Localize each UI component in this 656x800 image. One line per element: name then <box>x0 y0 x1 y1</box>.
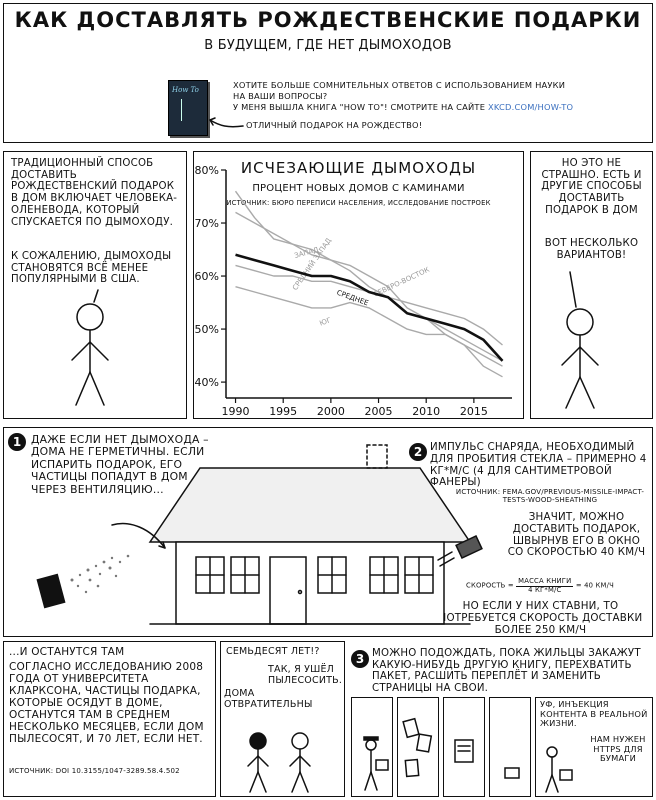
step-1-number: 1 <box>12 435 22 449</box>
dialog-line-1: СЕМЬДЕСЯТ ЛЕТ!? <box>226 646 320 657</box>
intro-text-1: ТРАДИЦИОННЫЙ СПОСОБ ДОСТАВИТЬ РОЖДЕСТВЕН… <box>11 158 178 228</box>
particles-source: ИСТОЧНИК: DOI 10.3155/1047-3289.58.4.502 <box>9 767 180 775</box>
step-3-text: МОЖНО ПОДОЖДАТЬ, ПОКА ЖИЛЬЦЫ ЗАКАЖУТ КАК… <box>372 648 641 695</box>
particles-panel <box>3 641 216 797</box>
dialog-line-2: ДОМА ОТВРАТИТЕЛЬНЫ <box>224 688 313 710</box>
options-text-2: ВОТ НЕСКОЛЬКО ВАРИАНТОВ! <box>544 238 639 261</box>
formula-right: = 40 КМ/Ч <box>575 581 614 590</box>
step-3-number: 3 <box>355 652 365 666</box>
particles-text: СОГЛАСНО ИССЛЕДОВАНИЮ 2008 ГОДА ОТ УНИВЕ… <box>9 661 204 746</box>
step3-panel-3 <box>443 697 485 797</box>
promo-caption: ОТЛИЧНЫЙ ПОДАРОК НА РОЖДЕСТВО! <box>246 120 423 130</box>
step3-panel-1 <box>351 697 393 797</box>
promo-line-3: У МЕНЯ ВЫШЛА КНИГА "HOW TO"! СМОТРИТЕ НА… <box>233 102 574 113</box>
step-2-text-b: ЗНАЧИТ, МОЖНО ДОСТАВИТЬ ПОДАРОК, ШВЫРНУВ… <box>507 511 646 559</box>
intro-text-2: К СОЖАЛЕНИЮ, ДЫМОХОДЫ СТАНОВЯТСЯ ВСЁ МЕН… <box>11 251 172 286</box>
chart-source: ИСТОЧНИК: БЮРО ПЕРЕПИСИ НАСЕЛЕНИЯ, ИССЛЕ… <box>226 199 491 207</box>
step3-panel-2 <box>397 697 439 797</box>
step-3-last-b: НАМ НУЖЕН HTTPS ДЛЯ БУМАГИ <box>590 734 646 764</box>
step-2-text: ИМПУЛЬС СНАРЯДА, НЕОБХОДИМЫЙ ДЛЯ ПРОБИТИ… <box>430 441 647 489</box>
step-3-badge: 3 <box>351 650 369 668</box>
options-panel <box>530 151 653 419</box>
dialog-line-3: ТАК, Я УШЁЛ ПЫЛЕСОСИТЬ. <box>268 664 343 686</box>
step-2-badge: 2 <box>409 443 427 461</box>
step-1-text: ДАЖЕ ЕСЛИ НЕТ ДЫМОХОДА – ДОМА НЕ ГЕРМЕТИ… <box>31 433 209 496</box>
comic-title: КАК ДОСТАВЛЯТЬ РОЖДЕСТВЕНСКИЕ ПОДАРКИ <box>14 8 642 32</box>
book-stick-figure-icon <box>181 99 196 121</box>
book-cover-title: How To <box>172 86 199 94</box>
chart-title: ИСЧЕЗАЮЩИЕ ДЫМОХОДЫ <box>240 159 477 177</box>
step-3-last-a: УФ, ИНЪЕКЦИЯ КОНТЕНТА В РЕАЛЬНОЙ ЖИЗНИ. <box>540 699 648 729</box>
step-1-badge: 1 <box>8 433 26 451</box>
step-2-source: ИСТОЧНИК: FEMA.GOV/PREVIOUS-MISSILE-IMPA… <box>455 488 645 505</box>
comic-subtitle: В БУДУЩЕМ, ГДЕ НЕТ ДЫМОХОДОВ <box>204 38 452 53</box>
step-2-number: 2 <box>413 445 423 459</box>
formula-denominator: 4 КГ*М/С <box>528 585 562 594</box>
promo-link[interactable]: XKCD.COM/HOW-TO <box>487 102 574 112</box>
dialog-panel <box>220 641 345 797</box>
particles-heading: ...И ОСТАНУТСЯ ТАМ <box>9 646 125 658</box>
chart-subtitle: ПРОЦЕНТ НОВЫХ ДОМОВ С КАМИНАМИ <box>252 183 465 194</box>
formula-numerator: МАССА КНИГИ <box>516 577 574 587</box>
step3-panel-4 <box>489 697 531 797</box>
options-text-1: НО ЭТО НЕ СТРАШНО. ЕСТЬ И ДРУГИЕ СПОСОБЫ… <box>541 158 642 216</box>
header-panel <box>3 3 653 143</box>
promo-line-1: ХОТИТЕ БОЛЬШЕ СОМНИТЕЛЬНЫХ ОТВЕТОВ С ИСП… <box>233 80 566 90</box>
step-2-text-c: НО ЕСЛИ У НИХ СТАВНИ, ТО ПОТРЕБУЕТСЯ СКО… <box>438 600 643 636</box>
promo-line-2: НА ВАШИ ВОПРОСЫ? <box>233 91 328 101</box>
promo-line-3-text: У МЕНЯ ВЫШЛА КНИГА "HOW TO"! СМОТРИТЕ НА… <box>233 102 486 112</box>
formula-left: СКОРОСТЬ = <box>466 581 514 590</box>
speed-formula: СКОРОСТЬ = МАССА КНИГИ 4 КГ*М/С = 40 КМ/… <box>466 577 651 595</box>
book-cover-image[interactable]: How To <box>168 80 208 136</box>
formula-fraction: МАССА КНИГИ 4 КГ*М/С <box>516 577 574 595</box>
